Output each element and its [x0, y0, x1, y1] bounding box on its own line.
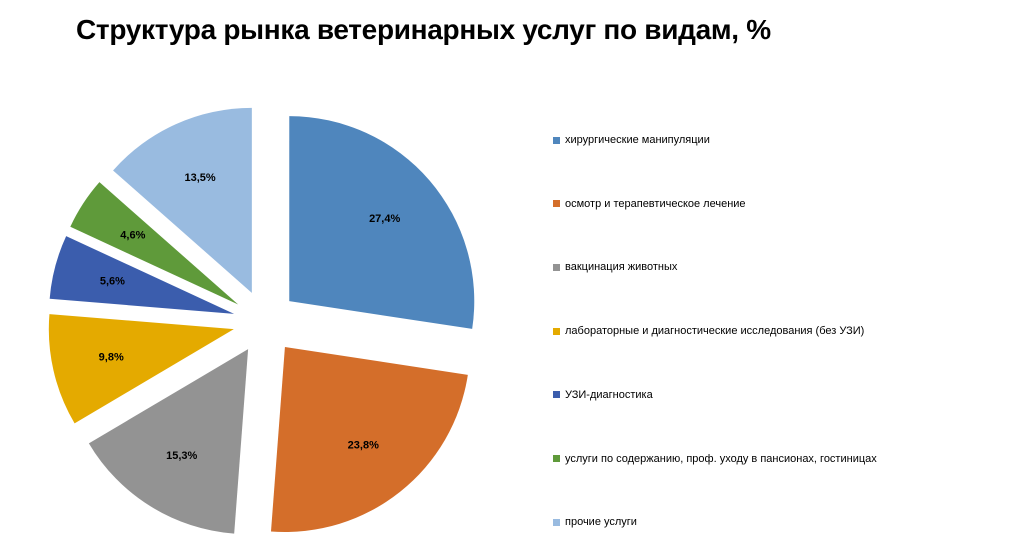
legend-swatch — [553, 518, 560, 526]
slice-data-label: 9,8% — [99, 351, 124, 363]
legend-item: лабораторные и диагностические исследова… — [553, 325, 864, 337]
slice-data-label: 5,6% — [100, 276, 125, 288]
pie-slice — [270, 347, 468, 533]
legend-item: УЗИ-диагностика — [553, 389, 653, 401]
legend-swatch — [553, 200, 560, 208]
slice-data-label: 27,4% — [369, 213, 400, 225]
legend-swatch — [553, 327, 560, 335]
legend-label: прочие услуги — [565, 516, 637, 529]
legend-label: лабораторные и диагностические исследова… — [565, 325, 865, 338]
legend-swatch — [553, 455, 560, 462]
pie-slice — [289, 116, 475, 329]
slice-data-label: 23,8% — [348, 439, 379, 451]
legend-item: прочие услуги — [553, 516, 637, 528]
slice-data-label: 15,3% — [166, 450, 197, 462]
legend-label: услуги по содержанию, проф. уходу в панс… — [565, 452, 877, 465]
pie-slice — [113, 107, 252, 293]
legend-label: вакцинация животных — [565, 261, 678, 274]
chart-legend: хирургические манипуляции осмотр и терапе… — [553, 134, 1003, 544]
legend-swatch — [553, 136, 560, 144]
legend-swatch — [553, 391, 560, 399]
pie-slice — [49, 236, 235, 314]
legend-item: услуги по содержанию, проф. уходу в панс… — [553, 453, 877, 465]
legend-swatch — [553, 263, 560, 271]
pie-slice — [70, 182, 239, 305]
slice-data-label: 4,6% — [120, 230, 145, 242]
legend-label: УЗИ-диагностика — [565, 388, 653, 401]
legend-item: хирургические манипуляции — [553, 134, 710, 146]
pie-slice — [48, 314, 234, 424]
slice-data-label: 13,5% — [184, 172, 215, 184]
legend-item: вакцинация животных — [553, 261, 677, 273]
legend-label: осмотр и терапевтическое лечение — [565, 197, 746, 210]
pie-chart: 27,4% 23,8% 15,3% 9,8% 5,6% 4,6% 13,5% — [48, 107, 475, 534]
pie-slice — [88, 349, 249, 534]
legend-label: хирургические манипуляции — [565, 134, 710, 146]
chart-title: Структура рынка ветеринарных услуг по ви… — [76, 14, 771, 45]
legend-item: осмотр и терапевтическое лечение — [553, 198, 746, 210]
